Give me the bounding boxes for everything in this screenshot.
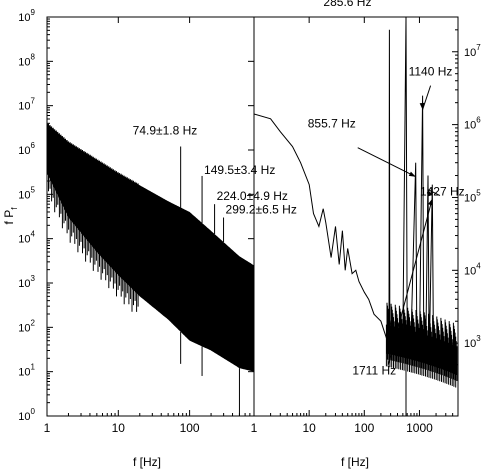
- y-tick-label-left: 100: [18, 407, 35, 423]
- x-tick-label-left: 1: [44, 421, 51, 435]
- y-tick-label-left: 106: [18, 141, 35, 157]
- y-tick-label-left: 103: [18, 274, 35, 290]
- y-tick-exponent-left: 0: [31, 407, 36, 416]
- peak-label-right: 1140 Hz: [409, 65, 453, 79]
- y-tick-label-left: 107: [18, 97, 35, 113]
- y-tick-exponent-right: 6: [476, 116, 481, 125]
- peak-label-left: 299.2±6.5 Hz: [226, 203, 297, 217]
- spectrum-band-left: [47, 123, 254, 372]
- y-tick-exponent-right: 3: [476, 334, 481, 343]
- y-tick-exponent-right: 4: [476, 261, 481, 270]
- y-tick-exponent-left: 1: [31, 363, 36, 372]
- peak-label-left: 149.5±3.4 Hz: [204, 163, 275, 177]
- arrow-head-right: [419, 102, 425, 110]
- x-tick-label-left: 100: [180, 421, 200, 435]
- x-axis-label-right: f [Hz]: [341, 455, 369, 469]
- peak-label-left: 224.0±4.9 Hz: [217, 189, 288, 203]
- y-tick-label-right: 103: [464, 334, 481, 350]
- peak-label-right: 1711 Hz: [352, 364, 396, 378]
- y-tick-exponent-left: 8: [31, 52, 36, 61]
- y-tick-label-right: 104: [464, 261, 481, 277]
- y-axis-label-left: f Pf: [2, 207, 19, 225]
- arrow-line-right: [422, 85, 432, 110]
- x-tick-label-right: 1000: [406, 421, 433, 435]
- y-tick-exponent-left: 2: [31, 318, 36, 327]
- y-tick-label-left: 105: [18, 185, 35, 201]
- y-tick-exponent-left: 6: [31, 141, 36, 150]
- y-tick-label-left: 108: [18, 52, 35, 68]
- arrow-line-right: [387, 198, 433, 365]
- spectrum-noise-right: [385, 302, 458, 388]
- x-tick-label-right: 100: [354, 421, 374, 435]
- arrow-line-right: [357, 147, 416, 178]
- left-panel: 74.9±1.8 Hz 149.5±3.4 Hz 224.0±4.9 Hz299.2…: [18, 8, 297, 435]
- y-tick-label-right: 106: [464, 116, 481, 132]
- y-tick-exponent-right: 7: [476, 43, 481, 52]
- y-tick-label-right: 107: [464, 43, 481, 59]
- y-tick-exponent-left: 9: [31, 8, 36, 17]
- x-tick-label-right: 10: [302, 421, 316, 435]
- x-tick-label-right: 1: [251, 421, 258, 435]
- arrow-line-right: [427, 189, 441, 196]
- y-tick-label-left: 101: [18, 363, 35, 379]
- arrow-head-right: [408, 171, 416, 177]
- peak-label-right: 855.7 Hz: [308, 117, 356, 131]
- y-tick-exponent-left: 4: [31, 230, 36, 239]
- peak-label-left: 74.9±1.8 Hz: [133, 123, 198, 137]
- peak-label-right: 285.6 Hz: [323, 0, 371, 9]
- y-tick-label-left: 102: [18, 318, 35, 334]
- y-tick-exponent-left: 3: [31, 274, 36, 283]
- x-tick-label-left: 10: [112, 421, 126, 435]
- y-tick-exponent-left: 5: [31, 185, 36, 194]
- x-axis-label-left: f [Hz]: [133, 455, 161, 469]
- arrow-head-right: [427, 198, 433, 206]
- y-tick-label-left: 104: [18, 230, 35, 246]
- arrow-head-right: [427, 189, 433, 197]
- y-tick-exponent-right: 5: [476, 188, 481, 197]
- y-tick-exponent-left: 7: [31, 97, 36, 106]
- y-tick-label-left: 109: [18, 8, 35, 24]
- peak-label-right: 570.1 Hz: [403, 0, 451, 2]
- y-tick-label-right: 105: [464, 188, 481, 204]
